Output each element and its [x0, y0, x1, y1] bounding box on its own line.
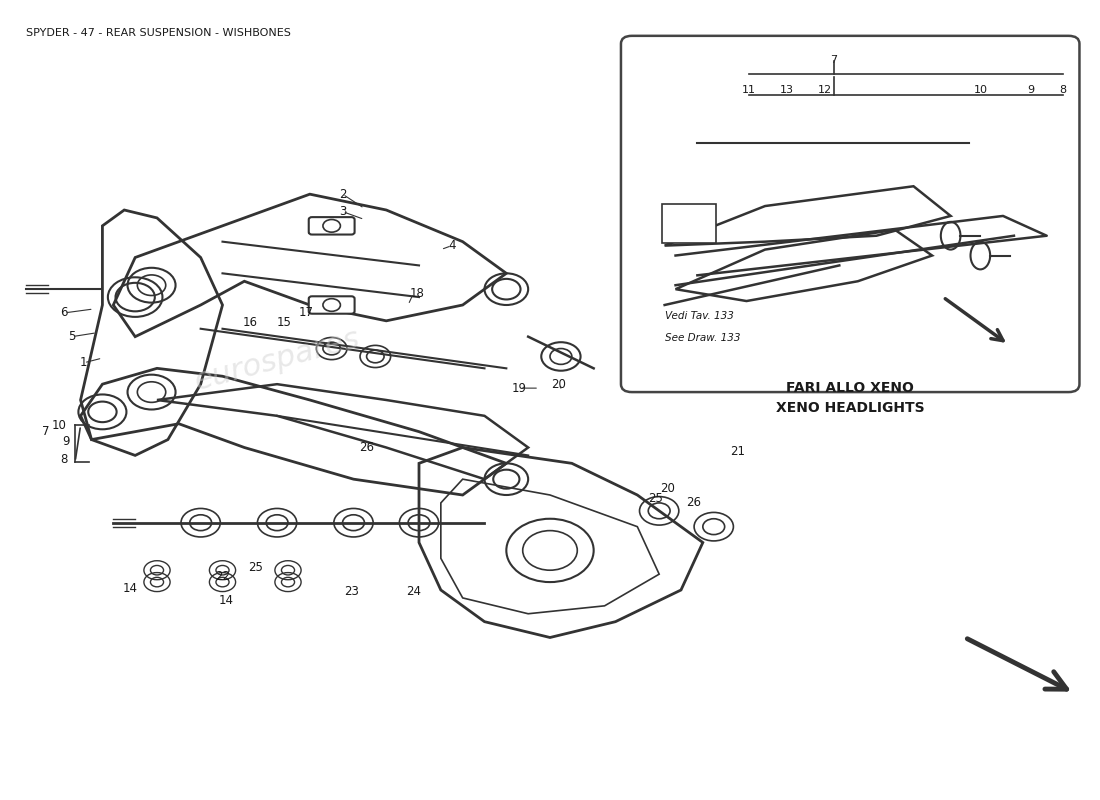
Text: 11: 11 — [741, 85, 756, 94]
Text: 13: 13 — [780, 85, 794, 94]
Text: 15: 15 — [276, 316, 292, 329]
Text: 7: 7 — [830, 54, 837, 65]
Text: 10: 10 — [975, 85, 988, 94]
Text: 10: 10 — [52, 419, 66, 432]
Text: 12: 12 — [818, 85, 833, 94]
Text: 22: 22 — [214, 570, 230, 583]
Text: 6: 6 — [60, 306, 68, 319]
Text: 14: 14 — [218, 594, 233, 606]
FancyBboxPatch shape — [662, 205, 716, 243]
Text: FARI ALLO XENO: FARI ALLO XENO — [786, 381, 914, 395]
Text: 20: 20 — [660, 482, 675, 495]
Text: eurospares: eurospares — [704, 324, 877, 397]
Text: 3: 3 — [339, 205, 346, 218]
Text: 24: 24 — [406, 585, 421, 598]
Text: 21: 21 — [730, 445, 746, 458]
Text: 8: 8 — [1059, 85, 1067, 94]
Text: 14: 14 — [122, 582, 138, 595]
Text: 25: 25 — [248, 562, 263, 574]
Text: 25: 25 — [649, 493, 663, 506]
Text: 19: 19 — [512, 382, 527, 394]
Text: XENO HEADLIGHTS: XENO HEADLIGHTS — [776, 401, 924, 415]
Text: See Draw. 133: See Draw. 133 — [664, 333, 740, 342]
Text: SPYDER - 47 - REAR SUSPENSION - WISHBONES: SPYDER - 47 - REAR SUSPENSION - WISHBONE… — [26, 28, 290, 38]
Text: 23: 23 — [344, 585, 359, 598]
Text: Vedi Tav. 133: Vedi Tav. 133 — [664, 311, 734, 321]
FancyBboxPatch shape — [621, 36, 1079, 392]
FancyBboxPatch shape — [309, 217, 354, 234]
Text: 7: 7 — [42, 425, 50, 438]
Text: eurospares: eurospares — [191, 324, 363, 397]
Text: 26: 26 — [359, 441, 374, 454]
Text: 16: 16 — [242, 316, 257, 329]
Text: 9: 9 — [1026, 85, 1034, 94]
Text: 8: 8 — [60, 453, 68, 466]
Text: 2: 2 — [339, 188, 346, 201]
Text: 5: 5 — [68, 330, 76, 343]
Text: 1: 1 — [80, 356, 88, 370]
Text: 4: 4 — [448, 239, 455, 252]
Text: 26: 26 — [686, 497, 702, 510]
Text: 18: 18 — [409, 286, 425, 300]
Text: 20: 20 — [551, 378, 566, 390]
FancyBboxPatch shape — [309, 296, 354, 314]
Text: 17: 17 — [299, 306, 315, 319]
Text: 9: 9 — [63, 435, 70, 449]
